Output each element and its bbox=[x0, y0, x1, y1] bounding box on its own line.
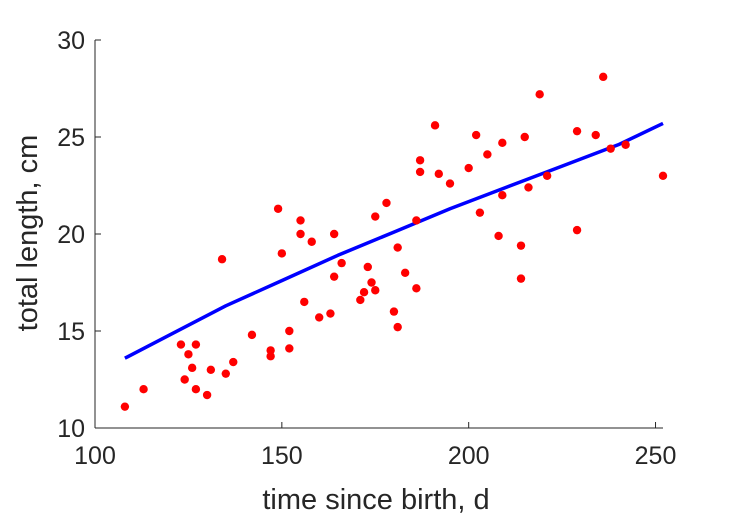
tick-labels: 100 150 200 250 10 15 20 25 30 bbox=[57, 27, 676, 470]
data-point bbox=[393, 322, 402, 332]
data-point bbox=[415, 167, 425, 177]
data-point bbox=[296, 216, 305, 225]
data-point bbox=[400, 268, 410, 277]
data-point bbox=[176, 340, 186, 349]
data-point bbox=[247, 330, 257, 340]
x-axis-label: time since birth, d bbox=[262, 484, 489, 516]
data-point bbox=[273, 204, 283, 213]
data-point bbox=[359, 288, 369, 297]
scatter-points-layer bbox=[120, 72, 668, 411]
data-point bbox=[217, 255, 227, 264]
data-point bbox=[266, 346, 275, 355]
data-point bbox=[202, 390, 212, 400]
data-point bbox=[516, 241, 526, 250]
data-point bbox=[434, 169, 443, 179]
fit-line bbox=[124, 121, 664, 360]
data-point bbox=[371, 286, 380, 295]
y-tick-label: 15 bbox=[57, 318, 85, 346]
fit-line-layer bbox=[124, 121, 664, 360]
data-point bbox=[187, 363, 197, 373]
data-point bbox=[389, 307, 399, 316]
data-point bbox=[356, 295, 365, 305]
data-point bbox=[572, 126, 582, 136]
data-point bbox=[621, 140, 630, 149]
data-point bbox=[191, 385, 201, 394]
data-point bbox=[191, 340, 201, 349]
data-point bbox=[326, 309, 335, 318]
data-point bbox=[412, 216, 421, 225]
data-point bbox=[329, 229, 339, 239]
x-tick-label: 150 bbox=[261, 442, 303, 470]
data-point bbox=[498, 191, 507, 200]
data-point bbox=[329, 272, 339, 281]
data-point bbox=[415, 156, 425, 165]
data-point bbox=[266, 352, 275, 361]
data-point bbox=[120, 402, 130, 411]
data-point bbox=[498, 138, 507, 148]
data-point bbox=[591, 130, 600, 140]
y-tick-label: 30 bbox=[57, 27, 85, 55]
data-point bbox=[494, 231, 503, 241]
data-point bbox=[464, 163, 473, 173]
data-point bbox=[315, 313, 324, 322]
x-tick-label: 200 bbox=[448, 442, 490, 470]
data-point bbox=[139, 385, 148, 394]
axes bbox=[94, 39, 663, 429]
y-tick-label: 25 bbox=[57, 124, 85, 152]
data-point bbox=[475, 208, 485, 217]
data-point bbox=[296, 229, 305, 239]
data-point bbox=[393, 243, 402, 252]
data-point bbox=[516, 274, 526, 283]
data-point bbox=[285, 344, 294, 353]
data-point bbox=[277, 249, 287, 258]
y-axis-label: total length, cm bbox=[12, 135, 44, 332]
data-point bbox=[542, 171, 552, 180]
x-tick-label: 250 bbox=[635, 442, 677, 470]
data-point bbox=[184, 350, 193, 359]
data-point bbox=[180, 375, 189, 384]
y-tick-label: 20 bbox=[57, 221, 85, 249]
data-point bbox=[337, 258, 346, 268]
data-point bbox=[382, 198, 391, 208]
data-point bbox=[363, 262, 372, 272]
x-tick-label: 100 bbox=[74, 442, 116, 470]
data-point bbox=[445, 179, 455, 188]
data-point bbox=[371, 212, 380, 221]
data-point bbox=[520, 132, 529, 142]
data-point bbox=[483, 150, 492, 159]
data-point bbox=[471, 130, 481, 140]
data-point bbox=[367, 278, 376, 287]
data-point bbox=[572, 225, 582, 235]
data-point bbox=[430, 121, 440, 130]
data-point bbox=[606, 144, 615, 153]
data-point bbox=[229, 357, 238, 367]
data-point bbox=[285, 326, 294, 336]
data-point bbox=[658, 171, 668, 180]
data-point bbox=[412, 284, 421, 293]
y-tick-label: 10 bbox=[57, 415, 85, 443]
data-point bbox=[206, 365, 216, 374]
data-point bbox=[307, 237, 316, 246]
data-point bbox=[599, 72, 608, 82]
data-point bbox=[524, 183, 533, 192]
data-point bbox=[535, 90, 544, 99]
data-point bbox=[300, 297, 309, 307]
data-point bbox=[221, 369, 230, 378]
